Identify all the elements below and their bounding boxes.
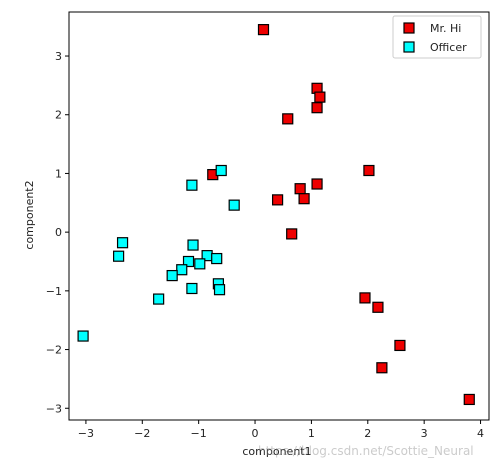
legend-marker-officer [403,41,415,53]
legend-frame [392,15,482,59]
data-point-mr-hi [282,113,294,125]
data-point-officer [211,252,223,265]
data-point-mr-hi [298,193,310,205]
data-point-mr-hi [463,393,475,406]
y-tick-label: 3 [55,50,62,63]
x-tick-label: 4 [477,427,484,440]
data-point-officer [77,330,89,342]
data-point-officer [187,239,199,251]
x-tick-label: −1 [191,427,207,440]
legend: Mr. Hi Officer [392,15,482,59]
y-tick-label: −3 [46,402,62,415]
data-point-mr-hi [376,362,388,374]
y-axis: −3 −2 −1 0 1 2 3 [46,50,69,415]
x-tick-label: −3 [78,427,94,440]
legend-label-officer: Officer [430,41,467,54]
y-axis-label: component2 [23,180,36,249]
y-tick-label: 0 [55,226,62,239]
data-point-officer [113,250,125,262]
data-point-officer [194,258,206,270]
watermark-text: https://blog.csdn.net/Scottie_Neural [258,444,474,458]
plot-frame [68,11,490,421]
legend-label-mr-hi: Mr. Hi [430,22,461,35]
data-point-mr-hi [363,164,375,177]
data-points [77,24,475,406]
data-point-officer [186,282,198,295]
y-tick-label: 2 [55,109,62,122]
data-point-mr-hi [359,292,371,304]
data-point-mr-hi [286,228,298,240]
data-point-mr-hi [394,339,406,352]
data-point-mr-hi [372,301,384,313]
data-point-officer [182,255,195,268]
x-tick-label: 1 [308,427,315,440]
data-point-officer [228,199,240,211]
x-tick-label: 3 [421,427,428,440]
data-point-officer [153,293,165,305]
data-point-officer [215,164,227,177]
data-point-mr-hi [294,183,306,195]
data-point-officer [213,284,226,296]
data-point-mr-hi [311,178,323,190]
x-axis: −3 −2 −1 0 1 2 3 4 [78,420,484,440]
data-point-officer [176,264,188,276]
x-tick-label: −2 [134,427,150,440]
data-point-mr-hi [311,102,323,114]
y-tick-label: 1 [55,167,62,180]
data-point-mr-hi [314,91,326,103]
data-point-mr-hi [271,194,284,206]
data-point-officer [116,237,129,249]
x-tick-label: 2 [364,427,371,440]
y-tick-label: −2 [46,344,62,357]
data-point-officer [186,179,198,191]
plot-area [68,11,490,421]
x-axis-label: component1 [242,445,311,458]
data-point-mr-hi [257,24,270,36]
data-point-officer [166,269,178,282]
y-tick-label: −1 [46,285,62,298]
x-tick-label: 0 [252,427,259,440]
legend-marker-mr-hi [403,22,415,34]
